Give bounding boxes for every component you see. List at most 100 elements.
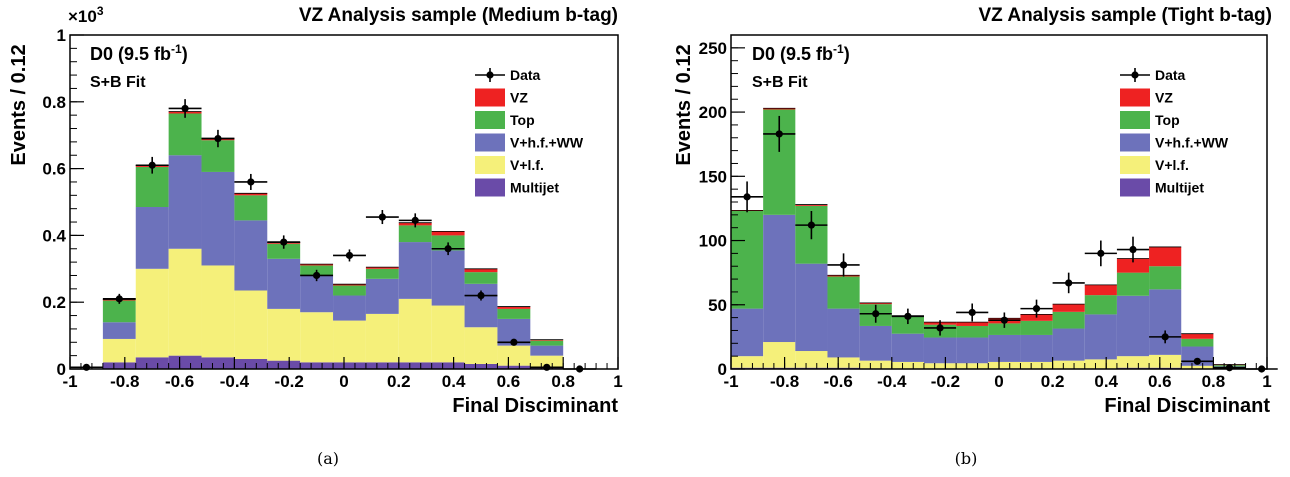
- y-tick-label: 0.8: [42, 93, 66, 112]
- legend-label: V+h.f.+WW: [510, 135, 584, 151]
- data-point: [313, 271, 321, 280]
- data-point: [807, 221, 816, 229]
- y-axis-label: Events / 0.12: [673, 44, 695, 165]
- bar-vz: [1181, 333, 1214, 339]
- data-point: [1065, 279, 1073, 287]
- x-tick-label: 0.6: [1148, 372, 1172, 391]
- bar-top: [333, 285, 366, 296]
- x-tick-label: -0.8: [110, 372, 139, 391]
- data-point: [378, 213, 386, 221]
- x-tick-label: -0.6: [165, 372, 194, 391]
- x-tick-label: -0.6: [824, 372, 853, 391]
- bar-v-h-f-ww: [731, 308, 764, 357]
- bar-v-l-f-: [1149, 354, 1182, 368]
- data-point: [1161, 333, 1169, 341]
- data-point: [1000, 316, 1008, 324]
- bar-vz: [497, 306, 531, 309]
- legend-label: Data: [510, 67, 541, 83]
- y-tick-label: 0.2: [42, 293, 66, 312]
- bar-vz: [859, 302, 892, 305]
- legend: Data VZ Top V+h.f.+WW V+l.f. Multijet: [475, 67, 584, 197]
- bar-top: [102, 300, 136, 323]
- bar-multijet: [168, 355, 202, 369]
- bar-v-h-f-ww: [1052, 328, 1085, 361]
- y-tick-label: 0: [718, 360, 727, 379]
- data-point: [510, 338, 518, 346]
- bar-top: [234, 195, 268, 221]
- x-tick-label: 0.4: [1094, 372, 1118, 391]
- legend-swatch-v-h-f-ww: [1120, 133, 1150, 152]
- data-point: [345, 251, 354, 260]
- bar-v-h-f-ww: [763, 214, 796, 343]
- data-point: [775, 130, 783, 138]
- bar-top: [1149, 266, 1182, 290]
- data-point: [543, 363, 551, 371]
- subfigure-caption: (a): [317, 449, 339, 468]
- experiment-annotation: D0 (9.5 fb-1): [90, 42, 188, 64]
- bar-top: [497, 308, 531, 319]
- x-tick-label: -0.2: [931, 372, 960, 391]
- experiment-annotation: D0 (9.5 fb-1): [752, 42, 850, 64]
- data-point: [968, 308, 976, 317]
- bar-top: [267, 243, 301, 259]
- legend-label: V+h.f.+WW: [1155, 135, 1229, 151]
- legend-swatch-top: [475, 111, 505, 129]
- bar-v-h-f-ww: [956, 337, 989, 364]
- stack-bars: [731, 107, 1246, 369]
- bar-v-h-f-ww: [988, 334, 1021, 362]
- bar-top: [168, 113, 202, 156]
- bar-v-h-f-ww: [365, 278, 399, 314]
- x-tick-label: -0.8: [770, 372, 799, 391]
- data-point: [904, 312, 912, 320]
- bar-multijet: [300, 362, 334, 369]
- legend-swatch-v-l-f-: [1120, 156, 1150, 174]
- data-point: [444, 245, 452, 253]
- bar-v-h-f-ww: [891, 333, 924, 362]
- x-tick-label: -0.2: [275, 372, 304, 391]
- bar-vz: [763, 108, 796, 110]
- x-tick-label: 1: [613, 372, 622, 391]
- legend-label: VZ: [510, 90, 528, 106]
- legend-label: VZ: [1155, 90, 1173, 106]
- x-tick-label: 0: [339, 372, 348, 391]
- bar-v-h-f-ww: [431, 250, 465, 306]
- data-point: [1129, 245, 1137, 254]
- bar-v-l-f-: [365, 313, 399, 363]
- legend-label: Top: [510, 112, 535, 128]
- data-point: [247, 178, 255, 186]
- bar-top: [398, 225, 432, 243]
- x-tick-label: 0.4: [442, 372, 466, 391]
- bar-multijet: [234, 358, 268, 369]
- x-tick-label: -0.4: [220, 372, 250, 391]
- chart-title: VZ Analysis sample (Tight b-tag): [979, 5, 1273, 26]
- legend-label: V+l.f.: [510, 157, 544, 173]
- bar-vz: [530, 339, 564, 341]
- data-point: [214, 134, 222, 143]
- bar-v-l-f-: [763, 342, 796, 368]
- bar-vz: [1052, 304, 1085, 312]
- data-point: [872, 310, 880, 318]
- bar-v-l-f-: [300, 312, 334, 363]
- fit-label: S+B Fit: [90, 74, 146, 91]
- bar-v-h-f-ww: [168, 155, 202, 249]
- x-tick-label: -1: [62, 372, 77, 391]
- bar-v-l-f-: [464, 327, 498, 364]
- bar-top: [530, 340, 564, 346]
- data-point: [115, 295, 123, 303]
- bar-v-h-f-ww: [267, 258, 301, 309]
- bar-top: [731, 210, 764, 309]
- data-point: [839, 261, 848, 269]
- bar-multijet: [102, 362, 136, 369]
- bar-v-h-f-ww: [464, 283, 498, 328]
- x-tick-label: -0.4: [877, 372, 907, 391]
- bar-v-h-f-ww: [1116, 295, 1150, 357]
- bar-v-l-f-: [497, 345, 531, 366]
- bar-v-l-f-: [398, 298, 432, 363]
- bar-v-l-f-: [1020, 361, 1053, 369]
- bar-v-h-f-ww: [1149, 289, 1182, 355]
- legend-swatch-v-h-f-ww: [475, 133, 505, 152]
- data-point: [148, 161, 156, 169]
- bar-top: [1052, 311, 1085, 329]
- bar-v-l-f-: [1052, 360, 1085, 369]
